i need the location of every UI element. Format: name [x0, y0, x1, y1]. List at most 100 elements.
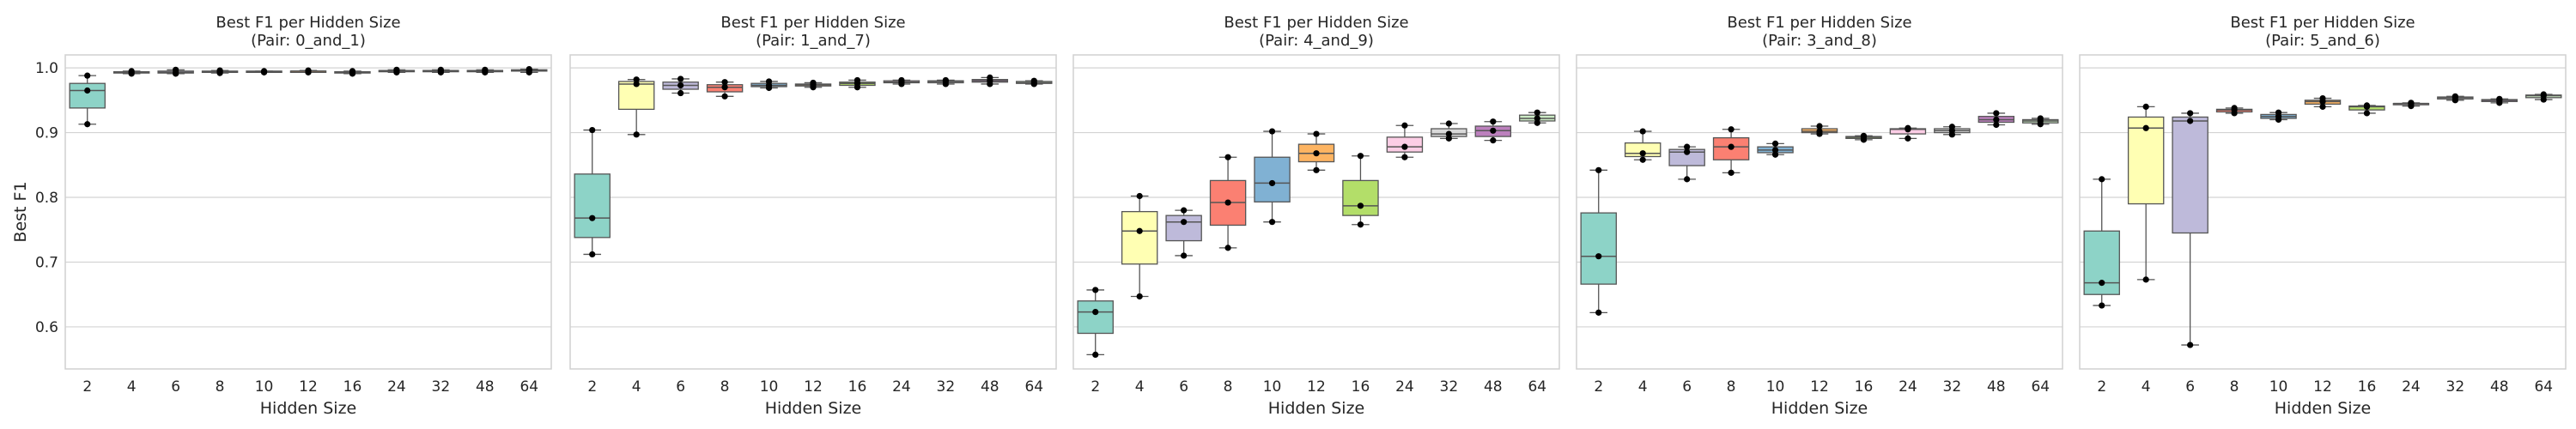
data-point	[1268, 219, 1276, 226]
data-point	[84, 87, 91, 94]
box-16	[334, 68, 371, 77]
box-iqr	[1254, 156, 1291, 202]
data-point	[1357, 153, 1364, 160]
data-point	[482, 66, 489, 73]
box-64	[2022, 115, 2059, 128]
box-32	[1431, 120, 1467, 142]
x-tick-label: 48	[2490, 378, 2509, 396]
x-tick-label: 10	[1263, 378, 1282, 396]
x-tick-label: 48	[476, 378, 495, 396]
box-16	[1342, 153, 1379, 228]
box-6	[157, 66, 194, 77]
box-8	[1209, 154, 1247, 251]
data-point	[854, 76, 861, 84]
box-24	[378, 66, 416, 76]
data-point	[1771, 147, 1779, 154]
y-tick-label: 0.6	[35, 319, 58, 336]
data-point	[173, 66, 179, 73]
y-tick-label: 1.0	[35, 60, 58, 77]
data-point	[1401, 154, 1408, 160]
data-point	[1728, 169, 1735, 176]
x-tick-label: 24	[2402, 378, 2421, 396]
data-point	[2099, 176, 2105, 183]
data-point	[1490, 118, 1497, 125]
box-10	[750, 78, 787, 92]
box-64	[511, 66, 548, 76]
x-tick-label: 4	[632, 378, 641, 396]
data-point	[2408, 100, 2415, 106]
data-point	[349, 68, 356, 75]
x-tick-label: 12	[2313, 378, 2332, 396]
data-point	[2231, 105, 2238, 112]
x-tick-label: 6	[1179, 378, 1188, 396]
data-point	[1948, 124, 1955, 130]
x-tick-label: 4	[127, 378, 137, 396]
box-iqr	[1342, 179, 1379, 216]
panel-subtitle: (Pair: 0_and_1)	[251, 32, 366, 50]
axes-frame	[1576, 54, 2063, 370]
x-tick-label: 64	[519, 378, 538, 396]
data-point	[1313, 166, 1320, 173]
x-tick-label: 8	[1224, 378, 1233, 396]
box-24	[883, 76, 920, 88]
box-32	[927, 76, 964, 88]
data-point	[898, 76, 905, 84]
data-point	[2363, 110, 2371, 117]
data-point	[2142, 276, 2149, 283]
data-point	[1595, 253, 1602, 260]
x-tick-label: 16	[1855, 378, 1874, 396]
box-6	[662, 76, 699, 97]
x-tick-label: 10	[760, 378, 779, 396]
x-tick-label: 12	[299, 378, 318, 396]
data-point	[1728, 143, 1735, 150]
box-8	[1712, 126, 1750, 176]
x-tick-label: 12	[1810, 378, 1829, 396]
data-point	[2099, 280, 2105, 287]
box-iqr	[1580, 212, 1617, 285]
data-point	[1993, 121, 2000, 129]
box-8	[2215, 105, 2253, 117]
box-2	[2083, 176, 2120, 309]
plot-area	[1577, 55, 2063, 369]
data-point	[1357, 221, 1364, 228]
data-point	[1490, 137, 1497, 144]
x-tick-label: 2	[1594, 378, 1603, 396]
data-point	[1445, 120, 1452, 127]
box-10	[2260, 109, 2297, 124]
x-tick-label: 24	[892, 378, 911, 396]
panel-title: Best F1 per Hidden Size	[1224, 14, 1408, 32]
y-tick-label: 0.9	[35, 125, 58, 142]
data-point	[2319, 94, 2326, 102]
x-axis-label: Hidden Size	[1771, 399, 1868, 418]
data-point	[1030, 77, 1037, 84]
data-point	[1181, 207, 1188, 214]
box-24	[1889, 124, 1927, 142]
x-tick-label: 8	[720, 378, 730, 396]
data-point	[589, 126, 596, 134]
box-4	[1121, 192, 1158, 300]
panel-title: Best F1 per Hidden Size	[1727, 14, 1911, 32]
data-point	[1445, 135, 1452, 142]
data-point	[1136, 293, 1143, 300]
box-64	[1519, 109, 1556, 126]
data-point	[2187, 341, 2194, 348]
data-point	[1684, 143, 1691, 150]
data-point	[1639, 128, 1646, 135]
panel-subtitle: (Pair: 1_and_7)	[756, 32, 871, 50]
axes-frame	[2079, 54, 2567, 370]
data-point	[1224, 154, 1231, 160]
x-tick-label: 8	[1727, 378, 1736, 396]
data-point	[1490, 127, 1497, 134]
panel-title: Best F1 per Hidden Size	[720, 14, 905, 32]
data-point	[1728, 126, 1735, 133]
axes-frame	[64, 54, 552, 370]
x-tick-label: 6	[2185, 378, 2195, 396]
data-point	[526, 66, 532, 73]
box-2	[1077, 287, 1114, 358]
x-tick-label: 4	[1135, 378, 1145, 396]
box-24	[2392, 100, 2430, 110]
